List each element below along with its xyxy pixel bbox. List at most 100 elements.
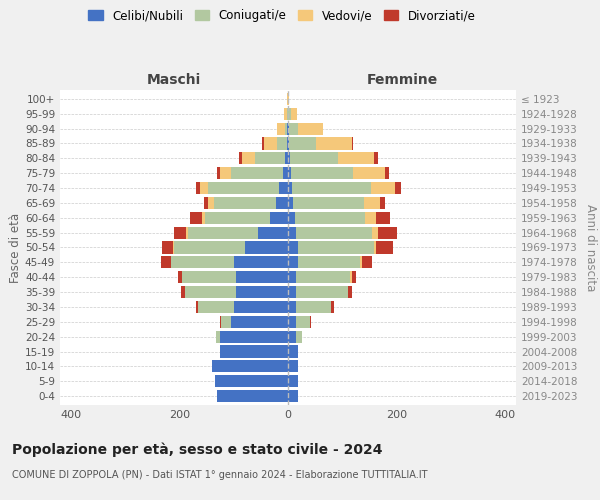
Bar xyxy=(288,212,295,224)
Bar xyxy=(296,286,348,298)
Bar xyxy=(234,301,288,313)
Bar xyxy=(288,330,296,342)
Bar xyxy=(182,271,236,283)
Bar xyxy=(376,242,393,254)
Bar xyxy=(288,152,290,164)
Bar xyxy=(288,242,298,254)
Bar xyxy=(288,301,296,313)
Bar xyxy=(214,197,276,209)
Bar xyxy=(298,242,374,254)
Bar xyxy=(288,197,293,209)
Bar xyxy=(220,346,288,358)
Bar xyxy=(310,316,311,328)
Bar xyxy=(292,182,371,194)
Bar xyxy=(258,226,288,238)
Bar xyxy=(348,286,352,298)
Bar xyxy=(283,167,288,179)
Y-axis label: Anni di nascita: Anni di nascita xyxy=(584,204,597,291)
Bar xyxy=(161,256,171,268)
Bar xyxy=(380,197,385,209)
Bar xyxy=(190,212,202,224)
Bar xyxy=(288,390,298,402)
Bar xyxy=(350,271,352,283)
Bar xyxy=(288,182,292,194)
Bar xyxy=(287,138,288,149)
Bar xyxy=(296,271,350,283)
Bar xyxy=(352,271,356,283)
Bar xyxy=(216,330,220,342)
Bar xyxy=(385,167,389,179)
Bar xyxy=(288,375,298,388)
Bar xyxy=(285,152,288,164)
Bar xyxy=(236,286,288,298)
Bar xyxy=(220,330,288,342)
Bar xyxy=(362,256,371,268)
Bar xyxy=(234,256,288,268)
Bar xyxy=(199,301,234,313)
Bar xyxy=(296,226,372,238)
Bar xyxy=(221,316,231,328)
Bar xyxy=(298,256,360,268)
Bar xyxy=(331,301,334,313)
Bar xyxy=(298,122,323,134)
Bar xyxy=(200,182,208,194)
Bar xyxy=(288,108,291,120)
Bar xyxy=(353,167,385,179)
Bar xyxy=(288,93,289,105)
Bar xyxy=(371,182,395,194)
Bar xyxy=(236,271,288,283)
Bar xyxy=(395,182,401,194)
Bar xyxy=(374,242,376,254)
Bar xyxy=(377,226,397,238)
Bar xyxy=(291,108,297,120)
Bar xyxy=(212,360,288,372)
Bar xyxy=(360,256,362,268)
Bar xyxy=(202,212,205,224)
Bar xyxy=(208,197,214,209)
Bar xyxy=(239,152,242,164)
Bar xyxy=(262,138,263,149)
Bar xyxy=(287,108,288,120)
Bar xyxy=(196,182,200,194)
Text: Maschi: Maschi xyxy=(147,73,201,87)
Bar xyxy=(256,152,285,164)
Bar xyxy=(220,167,231,179)
Bar xyxy=(276,197,288,209)
Bar xyxy=(372,226,377,238)
Bar xyxy=(338,152,374,164)
Legend: Celibi/Nubili, Coniugati/e, Vedovi/e, Divorziati/e: Celibi/Nubili, Coniugati/e, Vedovi/e, Di… xyxy=(85,6,479,26)
Bar xyxy=(231,316,288,328)
Bar xyxy=(277,138,287,149)
Bar xyxy=(174,226,186,238)
Bar xyxy=(174,242,245,254)
Bar xyxy=(220,316,221,328)
Bar xyxy=(245,242,288,254)
Bar xyxy=(365,212,376,224)
Bar xyxy=(208,182,279,194)
Bar xyxy=(364,197,380,209)
Bar xyxy=(288,360,298,372)
Bar xyxy=(288,316,296,328)
Bar xyxy=(296,330,302,342)
Bar xyxy=(205,212,270,224)
Bar xyxy=(173,242,174,254)
Bar xyxy=(288,167,291,179)
Text: COMUNE DI ZOPPOLA (PN) - Dati ISTAT 1° gennaio 2024 - Elaborazione TUTTITALIA.IT: COMUNE DI ZOPPOLA (PN) - Dati ISTAT 1° g… xyxy=(12,470,427,480)
Bar xyxy=(285,122,287,134)
Bar xyxy=(171,256,234,268)
Bar xyxy=(162,242,173,254)
Bar xyxy=(352,138,353,149)
Bar xyxy=(204,197,208,209)
Bar xyxy=(288,271,296,283)
Bar xyxy=(291,167,353,179)
Bar xyxy=(316,138,352,149)
Bar xyxy=(290,152,338,164)
Bar xyxy=(196,301,199,313)
Text: Popolazione per età, sesso e stato civile - 2024: Popolazione per età, sesso e stato civil… xyxy=(12,442,383,457)
Bar xyxy=(288,286,296,298)
Bar xyxy=(288,346,298,358)
Bar xyxy=(289,122,298,134)
Bar xyxy=(178,271,182,283)
Bar xyxy=(284,108,287,120)
Bar xyxy=(293,197,364,209)
